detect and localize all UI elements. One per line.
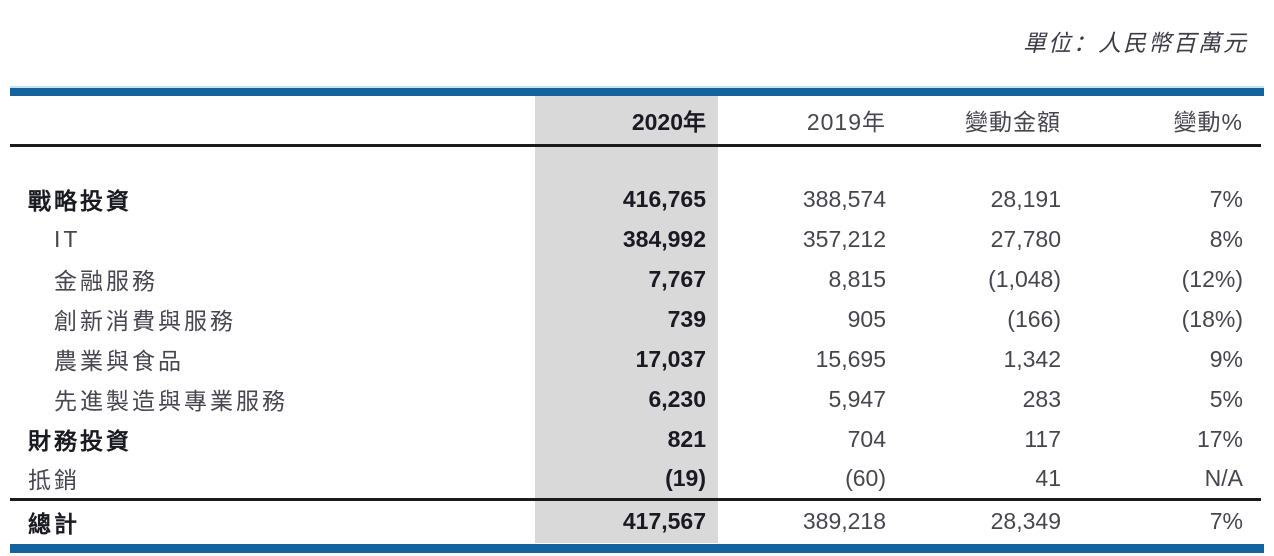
- row-change-amount: 117: [1024, 425, 1061, 452]
- row-change-amount: (166): [1007, 305, 1061, 332]
- row-value-2020: 384,992: [535, 219, 718, 259]
- row-label: 先進製造與專業服務: [54, 388, 288, 414]
- total-2020: 417,567: [535, 499, 718, 543]
- row-value-2019: 15,695: [815, 345, 886, 372]
- table-row: 農業與食品 17,037 15,695 1,342 9%: [10, 339, 1261, 379]
- row-label: 創新消費與服務: [54, 308, 236, 334]
- row-value-2020: 7,767: [535, 259, 718, 299]
- table-row: 抵銷 (19) (60) 41 N/A: [10, 459, 1261, 501]
- top-accent-bar: [10, 86, 1264, 96]
- bottom-accent-bar: [10, 544, 1264, 553]
- row-value-2020: (19): [535, 459, 718, 501]
- row-label: 戰略投資: [28, 188, 132, 214]
- table-row: 財務投資 821 704 117 17%: [10, 419, 1261, 459]
- row-change-amount: 1,342: [1003, 345, 1061, 372]
- row-change-amount: 27,780: [990, 225, 1061, 252]
- row-change-amount: 41: [890, 459, 1065, 501]
- header-change-percent: 變動%: [1065, 96, 1261, 147]
- row-value-2020: 17,037: [535, 339, 718, 379]
- total-row: 總計 417,567 389,218 28,349 7%: [10, 499, 1261, 543]
- row-label: 抵銷: [10, 459, 535, 501]
- row-change-percent: 17%: [1196, 425, 1243, 452]
- total-percent: 7%: [1209, 508, 1243, 535]
- row-value-2020: 6,230: [535, 379, 718, 419]
- row-value-2019: 5,947: [828, 385, 886, 412]
- header-change-amount: 變動金額: [890, 96, 1065, 147]
- row-change-amount: 28,191: [990, 185, 1061, 212]
- row-label: 農業與食品: [54, 348, 184, 374]
- row-value-2019: 704: [847, 425, 886, 452]
- header-blank: [10, 96, 535, 147]
- header-2019: 2019年: [718, 96, 890, 147]
- table-row: 戰略投資 416,765 388,574 28,191 7%: [10, 179, 1261, 219]
- header-row: 2020年 2019年 變動金額 變動%: [10, 96, 1261, 147]
- row-value-2019: 905: [847, 305, 886, 332]
- total-label: 總計: [28, 510, 80, 537]
- row-change-percent: (18%): [1181, 305, 1243, 332]
- table-row: IT 384,992 357,212 27,780 8%: [10, 219, 1261, 259]
- row-value-2019: 8,815: [828, 265, 886, 292]
- row-change-percent: N/A: [1065, 459, 1261, 501]
- row-value-2019: (60): [718, 459, 890, 501]
- table-row: 先進製造與專業服務 6,230 5,947 283 5%: [10, 379, 1261, 419]
- row-change-percent: (12%): [1181, 265, 1243, 292]
- financial-table: 2020年 2019年 變動金額 變動% 戰略投資 416,765 388,57…: [10, 96, 1261, 543]
- row-value-2020: 416,765: [535, 179, 718, 219]
- row-change-amount: (1,048): [988, 265, 1061, 292]
- table-body: 戰略投資 416,765 388,574 28,191 7% IT 384,99…: [10, 145, 1261, 501]
- total-2019: 389,218: [802, 508, 886, 535]
- row-change-percent: 8%: [1209, 225, 1243, 252]
- row-change-percent: 9%: [1209, 345, 1243, 372]
- table-row: 金融服務 7,767 8,815 (1,048) (12%): [10, 259, 1261, 299]
- row-label: 金融服務: [54, 268, 158, 294]
- row-value-2019: 388,574: [802, 185, 886, 212]
- row-change-percent: 5%: [1209, 385, 1243, 412]
- table-header: 2020年 2019年 變動金額 變動%: [10, 96, 1261, 147]
- row-value-2019: 357,212: [802, 225, 886, 252]
- table-footer: 總計 417,567 389,218 28,349 7%: [10, 499, 1261, 543]
- row-label: 財務投資: [28, 428, 132, 454]
- row-value-2020: 739: [535, 299, 718, 339]
- spacer-row: [10, 145, 1261, 179]
- row-value-2020: 821: [535, 419, 718, 459]
- table-row: 創新消費與服務 739 905 (166) (18%): [10, 299, 1261, 339]
- total-change: 28,349: [990, 508, 1061, 535]
- row-change-percent: 7%: [1209, 185, 1243, 212]
- header-2020: 2020年: [535, 96, 718, 147]
- row-label: IT: [54, 225, 81, 252]
- unit-note: 單位：人民幣百萬元: [1023, 30, 1248, 56]
- row-change-amount: 283: [1022, 385, 1061, 412]
